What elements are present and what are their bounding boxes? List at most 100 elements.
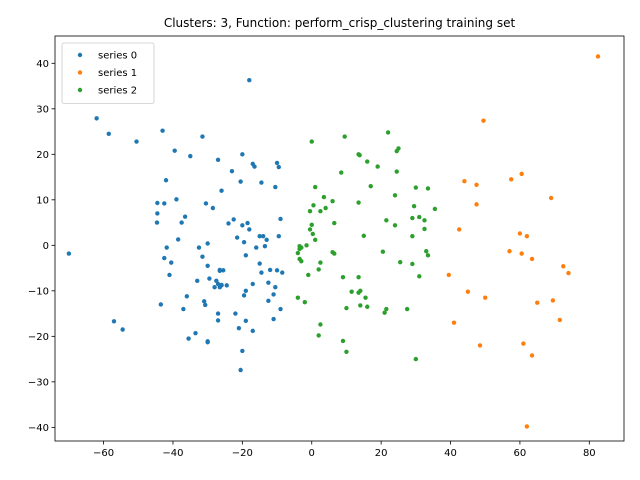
data-point: [200, 254, 205, 259]
data-point: [462, 178, 467, 184]
x-tick-label: 40: [444, 448, 457, 459]
data-point: [276, 164, 281, 170]
data-point: [299, 245, 304, 250]
data-point: [332, 251, 337, 256]
data-point: [481, 118, 486, 123]
y-tick-label: 30: [36, 104, 49, 115]
data-point: [330, 198, 335, 204]
data-point: [413, 356, 419, 362]
data-point: [410, 215, 415, 221]
data-point: [474, 202, 479, 207]
data-point: [245, 220, 250, 226]
data-point: [243, 318, 249, 324]
legend: series 0 series 1 series 2: [61, 42, 155, 104]
data-point: [278, 306, 283, 312]
data-point: [517, 231, 523, 236]
data-point: [184, 294, 190, 299]
data-point: [181, 306, 186, 312]
y-tick-label: 10: [36, 195, 49, 206]
legend-marker: [77, 87, 83, 93]
data-point: [507, 249, 512, 254]
data-point: [411, 203, 417, 209]
data-point: [295, 295, 301, 300]
data-point: [169, 260, 174, 265]
data-point: [524, 424, 530, 429]
data-point: [417, 214, 422, 220]
x-tick-label: −40: [162, 448, 183, 459]
data-point: [203, 302, 208, 308]
data-point: [410, 261, 415, 267]
data-point: [262, 244, 268, 249]
data-point: [172, 148, 177, 153]
data-point: [201, 299, 207, 304]
data-point: [215, 311, 221, 316]
data-point: [186, 336, 191, 341]
data-point: [307, 208, 313, 214]
axis-ticks: −60 −40 −20 0 20 40 60 80 −40 −30 −20 −10 0 10 20 30 40: [28, 59, 596, 459]
data-point: [313, 237, 318, 243]
data-point: [302, 300, 308, 305]
data-point: [394, 169, 399, 174]
x-tick-label: −60: [93, 448, 114, 459]
data-point: [304, 243, 309, 248]
data-point: [306, 272, 311, 278]
legend-label: series 2: [98, 86, 137, 97]
data-point: [398, 259, 403, 265]
data-point: [205, 263, 210, 269]
data-point: [266, 280, 271, 285]
data-point: [413, 185, 419, 190]
data-point: [238, 367, 243, 373]
data-point: [340, 274, 346, 280]
data-points: [66, 54, 601, 429]
data-point: [162, 201, 167, 206]
data-point: [318, 260, 323, 265]
data-point: [274, 268, 280, 273]
data-point: [274, 160, 280, 166]
data-point: [193, 330, 198, 336]
data-point: [167, 272, 172, 278]
data-point: [111, 319, 117, 324]
data-point: [240, 348, 245, 354]
data-point: [276, 234, 281, 239]
y-tick-label: 40: [36, 59, 49, 70]
data-point: [519, 251, 524, 256]
data-point: [247, 227, 252, 232]
x-tick-label: 80: [583, 448, 596, 459]
data-point: [404, 306, 410, 312]
data-point: [205, 241, 210, 246]
data-point: [432, 206, 438, 212]
data-point: [384, 306, 389, 312]
data-point: [483, 295, 488, 300]
data-point: [259, 270, 264, 275]
data-point: [260, 234, 266, 239]
data-point: [250, 281, 255, 287]
data-point: [219, 188, 224, 193]
legend-box: [61, 42, 155, 104]
data-point: [188, 153, 193, 159]
data-point: [309, 139, 314, 144]
data-point: [316, 267, 321, 272]
data-point: [365, 304, 370, 309]
y-tick-label: −40: [28, 423, 49, 434]
data-point: [231, 217, 236, 222]
data-point: [280, 270, 285, 275]
data-point: [307, 227, 313, 232]
data-point: [311, 203, 316, 208]
data-point: [595, 54, 601, 59]
data-point: [160, 128, 165, 133]
data-point: [299, 259, 304, 264]
data-point: [375, 164, 380, 169]
data-point: [252, 164, 257, 169]
data-point: [273, 284, 278, 290]
data-point: [217, 267, 223, 273]
plot-frame: [54, 35, 625, 442]
x-tick-label: 60: [514, 448, 527, 459]
series-1-points: [446, 54, 601, 429]
data-point: [257, 234, 262, 239]
data-point: [318, 208, 323, 214]
data-point: [417, 274, 422, 279]
data-point: [254, 245, 259, 250]
data-point: [474, 182, 479, 188]
data-point: [425, 253, 431, 258]
data-point: [357, 153, 362, 158]
